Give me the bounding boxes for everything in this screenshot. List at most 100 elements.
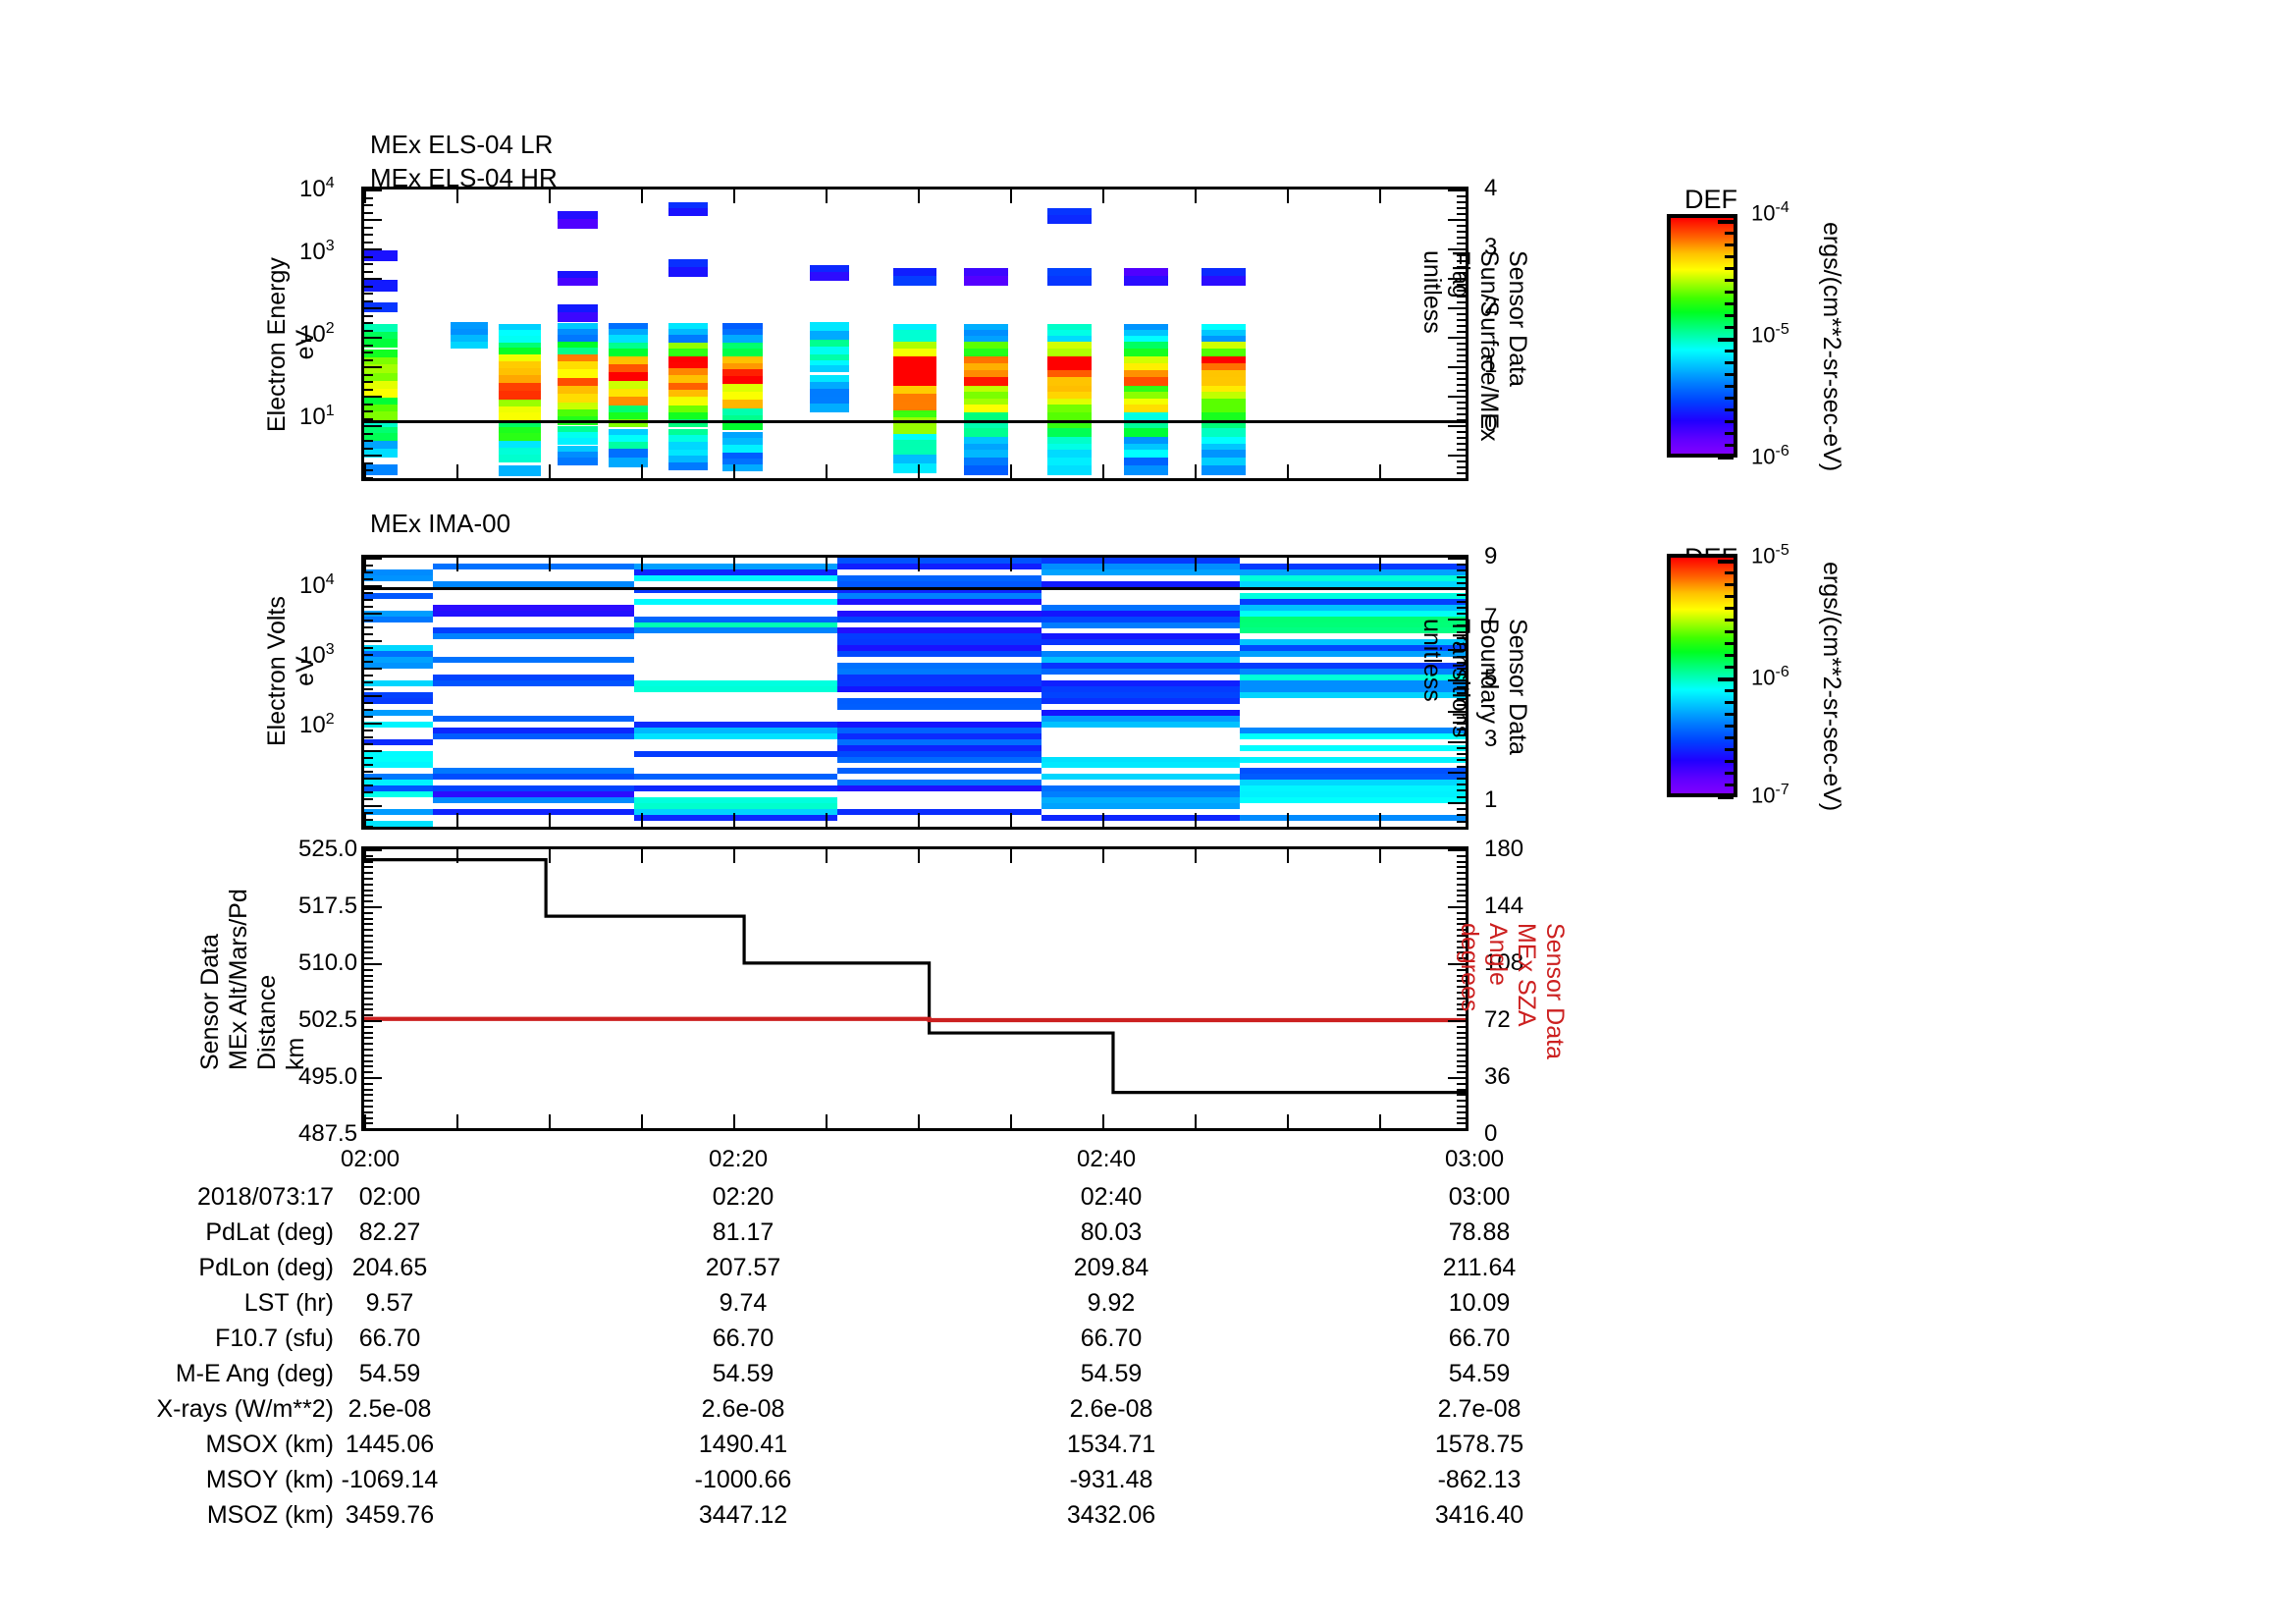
- axis-tick-x: [826, 464, 828, 478]
- axis-tick: [1457, 1071, 1466, 1074]
- spectrogram-cell: [498, 420, 541, 429]
- axis-tick: [364, 894, 373, 897]
- axis-tick: [1448, 771, 1466, 774]
- axis-tick: [364, 688, 373, 690]
- axis-tick: [1457, 729, 1466, 731]
- axis-tick: [1457, 1025, 1466, 1028]
- colorbar-tick: [1725, 385, 1734, 388]
- spectrogram-cell: [1041, 785, 1240, 792]
- spectrogram-cell: [498, 448, 541, 457]
- axis-tick: [364, 1094, 373, 1097]
- axis-tick-x: [641, 849, 643, 863]
- spectrogram-cell: [1041, 622, 1240, 628]
- spectrogram-cell: [1124, 457, 1169, 467]
- spectrogram-cell: [364, 616, 433, 622]
- spectrogram-cell: [558, 451, 598, 460]
- colorbar-tick: [1725, 760, 1734, 763]
- axis-tick: [364, 358, 373, 361]
- axis-tick: [1457, 402, 1466, 404]
- spectrogram-cell: [721, 343, 764, 352]
- spectrogram-cell: [1046, 268, 1092, 278]
- axis-tick: [1457, 866, 1466, 869]
- axis-tick-x: [733, 849, 735, 863]
- spectrogram-cell: [667, 441, 709, 450]
- spectrogram-cell: [609, 406, 649, 414]
- spectrogram-cell: [1239, 815, 1466, 822]
- axis-tick: [364, 750, 382, 752]
- axis-tick: [1457, 624, 1466, 627]
- axis-tick: [1457, 564, 1466, 567]
- axis-tick: [1457, 1110, 1466, 1113]
- spectrogram-cell: [667, 322, 709, 331]
- spectrogram-cell: [964, 398, 1009, 406]
- axis-tick: [1457, 325, 1466, 327]
- info-table-value: 2.7e-08: [1437, 1395, 1522, 1423]
- spectrogram-cell: [964, 450, 1009, 459]
- ima-ytick-10e3: 103: [299, 641, 335, 669]
- axis-tick: [1457, 443, 1466, 445]
- spectrogram-cell: [364, 821, 433, 827]
- axis-tick: [364, 1020, 382, 1022]
- ima-spectrogram-plot[interactable]: [361, 555, 1468, 830]
- spectrogram-cell: [837, 639, 1042, 646]
- info-table-value: 54.59: [1448, 1360, 1511, 1387]
- colorbar-tick: [1725, 772, 1734, 775]
- axis-tick-x: [1010, 189, 1012, 203]
- colorbar-tick: [1725, 666, 1734, 669]
- axis-tick: [1457, 968, 1466, 971]
- spectrogram-cell: [558, 353, 598, 363]
- axis-tick: [364, 337, 382, 339]
- colorbar-2-unit: ergs/(cm**2-sr-sec-eV): [1818, 562, 1845, 812]
- info-table-key: M-E Ang (deg): [175, 1360, 334, 1387]
- axis-tick-x: [1287, 813, 1289, 827]
- axis-tick-x: [1195, 558, 1197, 571]
- info-table-value: 3432.06: [1066, 1501, 1156, 1529]
- axis-tick: [1457, 1106, 1466, 1108]
- spectrogram-cell: [667, 201, 709, 210]
- axis-tick: [364, 461, 373, 464]
- spectrogram-cell: [498, 391, 541, 401]
- axis-tick: [1457, 384, 1466, 386]
- axis-tick-x: [641, 813, 643, 827]
- axis-tick: [1457, 854, 1466, 857]
- spectrogram-cell: [1041, 616, 1240, 622]
- colorbar-tick: [1725, 630, 1734, 633]
- spectrogram-cell: [609, 458, 649, 468]
- ima-r-tick-7: 7: [1484, 604, 1498, 630]
- spectrogram-cell: [609, 388, 649, 398]
- spectrogram-cell: [558, 303, 598, 314]
- els-spectrogram-plot[interactable]: [361, 187, 1468, 481]
- axis-tick: [1457, 878, 1466, 880]
- spectrogram-cell: [964, 392, 1009, 401]
- els-left-axis-line1: Electron Energy: [263, 257, 291, 432]
- axis-tick: [364, 455, 382, 457]
- colorbar-els[interactable]: [1667, 214, 1737, 460]
- colorbar-ima[interactable]: [1667, 554, 1737, 799]
- spectrogram-cell: [1239, 610, 1466, 617]
- spectrogram-cell: [558, 335, 598, 344]
- axis-tick: [1457, 372, 1466, 374]
- spectrogram-cell: [364, 441, 398, 451]
- ima-left-line1: Electron Volts: [263, 596, 291, 746]
- colorbar-tick: [1718, 338, 1734, 342]
- spectrogram-cell: [892, 377, 937, 387]
- spectrogram-cell: [837, 574, 1042, 581]
- axis-tick-x: [918, 558, 920, 571]
- axis-tick: [364, 709, 373, 711]
- spectrogram-cell: [1041, 791, 1240, 798]
- spectrogram-cell: [1041, 715, 1240, 722]
- info-table-value: -1069.14: [341, 1466, 439, 1493]
- axis-tick: [1448, 963, 1466, 965]
- axis-tick: [364, 883, 373, 886]
- spectrogram-cell: [667, 329, 709, 338]
- spectrogram-cell: [1041, 803, 1240, 810]
- spectrogram-cell: [721, 369, 764, 378]
- axis-tick: [364, 1071, 373, 1074]
- spectrogram-cell: [1239, 785, 1466, 792]
- axis-tick: [1457, 478, 1466, 480]
- axis-tick: [364, 204, 373, 206]
- spectrogram-cell: [1124, 323, 1169, 331]
- axis-tick: [364, 211, 373, 214]
- spectrogram-cell: [964, 268, 1009, 278]
- altitude-sza-plot[interactable]: [361, 846, 1468, 1131]
